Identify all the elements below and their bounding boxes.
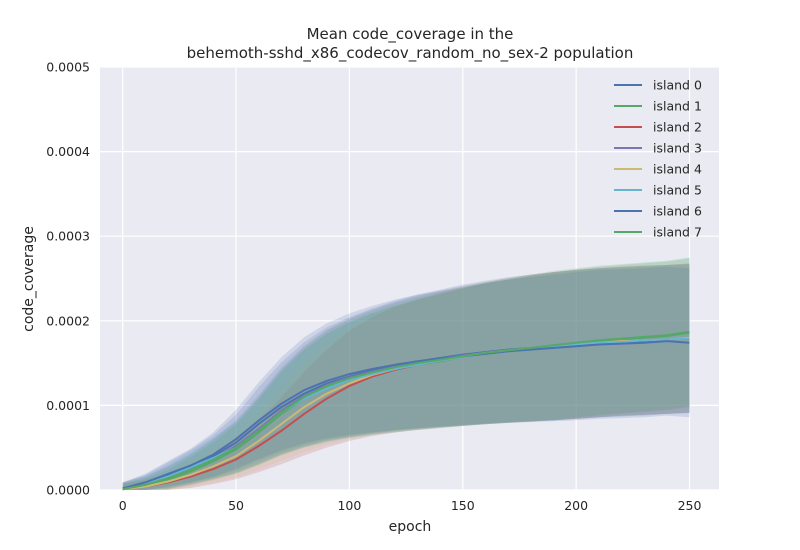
legend-label: island 1 [653,99,702,114]
variance-band [122,264,690,490]
chart-title-line-2: behemoth-sshd_x86_codecov_random_no_sex-… [187,44,634,63]
variance-band [122,263,690,490]
series-line [122,340,690,490]
legend-label: island 6 [653,204,702,219]
x-tick-label: 250 [678,498,702,513]
x-tick-label: 100 [337,498,361,513]
variance-band [122,264,690,490]
x-tick-labels: 0 50 100 150 200 250 [119,498,702,513]
x-tick-label: 200 [564,498,588,513]
chart-title-line-1: Mean code_coverage in the [307,25,514,44]
legend-label: island 4 [653,162,702,177]
variance-band [122,258,690,490]
variance-band [122,263,690,490]
series-line [122,337,690,490]
x-axis-label: epoch [389,519,432,535]
x-tick-label: 150 [451,498,475,513]
variance-band [122,257,690,490]
y-tick-label: 0.0002 [46,313,90,328]
y-tick-labels: 0.0000 0.0001 0.0002 0.0003 0.0004 0.0005 [46,60,90,498]
y-tick-label: 0.0004 [46,144,90,159]
x-tick-label: 50 [228,498,244,513]
y-tick-label: 0.0000 [46,483,90,498]
variance-band [122,264,690,490]
legend-label: island 0 [653,78,702,93]
legend-label: island 5 [653,183,702,198]
variance-band [122,266,690,490]
variance-bands [122,257,690,490]
y-axis-label: code_coverage [21,226,37,332]
legend: island 0 island 1 island 2 island 3 island 4… [614,78,702,240]
legend-label: island 2 [653,120,702,135]
legend-label: island 7 [653,225,702,240]
series-line [122,330,690,491]
legend-label: island 3 [653,141,702,156]
y-tick-label: 0.0005 [46,60,90,75]
y-tick-label: 0.0001 [46,398,90,413]
series-lines [122,330,690,491]
x-tick-label: 0 [119,498,127,513]
plot-background [100,67,719,490]
grid [100,66,719,491]
y-tick-label: 0.0003 [46,229,90,244]
